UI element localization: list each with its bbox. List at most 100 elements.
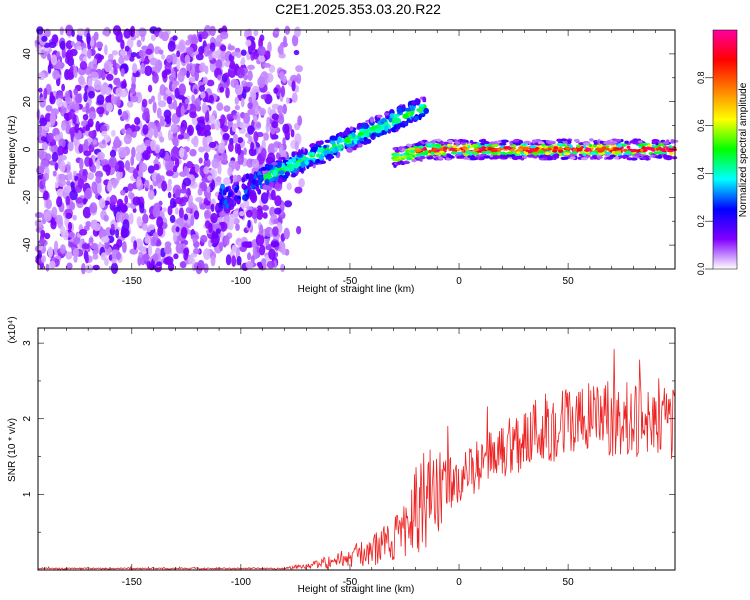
heatmap-cell	[161, 54, 165, 60]
heatmap-cell	[208, 141, 217, 148]
heatmap-cell	[260, 166, 267, 171]
snr-y-tick-label: 3	[22, 340, 33, 346]
heatmap-cell	[203, 46, 210, 57]
heatmap-cell	[138, 50, 147, 58]
heatmap-cell	[273, 176, 279, 182]
heatmap-cell	[484, 143, 488, 148]
heatmap-cell	[173, 80, 180, 86]
heatmap-cell	[222, 189, 227, 196]
snr-x-tick-label: 0	[456, 577, 462, 588]
heatmap-cell	[399, 160, 404, 164]
spectrogram-y-ticks: -40 -20 0 20 40	[22, 29, 675, 270]
heatmap-cell	[44, 28, 51, 38]
heatmap-cell	[351, 131, 356, 138]
heatmap-cell	[49, 112, 56, 125]
heatmap-cell	[50, 145, 59, 154]
heatmap-cell	[249, 190, 254, 197]
heatmap-cell	[105, 227, 112, 236]
heatmap-cell	[56, 51, 61, 58]
heatmap-cell	[122, 241, 127, 253]
heatmap-cell	[438, 156, 443, 160]
heatmap-cell	[77, 177, 85, 189]
heatmap-cell	[291, 151, 296, 158]
heatmap-cell	[332, 147, 336, 153]
heatmap-cell	[563, 152, 571, 156]
snr-x-label: Height of straight line (km)	[298, 584, 415, 595]
heatmap-cell	[491, 152, 498, 156]
heatmap-cell	[531, 139, 537, 143]
heatmap-cell	[260, 192, 269, 204]
heatmap-cell	[384, 125, 389, 132]
heatmap-cell	[622, 155, 627, 159]
heatmap-cell	[237, 143, 242, 156]
heatmap-cell	[44, 210, 52, 222]
heatmap-cell	[558, 149, 564, 153]
heatmap-cell	[191, 94, 196, 104]
heatmap-cell	[646, 144, 653, 148]
heatmap-cell	[84, 189, 92, 200]
heatmap-cell	[59, 40, 66, 50]
heatmap-cell	[211, 50, 220, 59]
heatmap-cell	[98, 197, 106, 209]
heatmap-cell	[176, 50, 181, 58]
heatmap-cell	[401, 155, 408, 159]
heatmap-cell	[138, 27, 147, 37]
heatmap-cell	[96, 106, 105, 115]
heatmap-cell	[78, 144, 83, 154]
heatmap-cell	[663, 154, 667, 158]
snr-frame	[37, 327, 676, 571]
colorbar-label: Normalized spectral amplitude	[738, 82, 749, 217]
heatmap-cell	[141, 98, 148, 108]
heatmap-cell	[220, 44, 227, 52]
heatmap-cell	[110, 223, 115, 231]
heatmap-cell	[344, 136, 351, 144]
heatmap-cell	[615, 138, 621, 143]
heatmap-cell	[200, 234, 208, 243]
heatmap-cell	[38, 148, 45, 160]
heatmap-cell	[272, 170, 278, 177]
heatmap-cell	[509, 142, 513, 146]
heatmap-cell	[563, 140, 568, 144]
heatmap-cell	[62, 148, 69, 155]
heatmap-cell	[221, 125, 229, 133]
heatmap-cell	[173, 253, 179, 260]
heatmap-cell	[219, 211, 225, 218]
heatmap-cell	[82, 197, 87, 205]
heatmap-cell	[281, 246, 286, 255]
heatmap-cell	[153, 163, 160, 171]
heatmap-cell	[393, 164, 397, 168]
heatmap-cell	[159, 84, 166, 96]
heatmap-cell	[178, 83, 186, 96]
heatmap-cell	[210, 203, 215, 212]
heatmap-cell	[447, 155, 454, 159]
spectrogram-y-tick-label: 20	[22, 96, 33, 108]
heatmap-cell	[384, 112, 390, 116]
heatmap-cell	[615, 144, 623, 148]
heatmap-cell	[197, 259, 205, 271]
heatmap-cell	[198, 46, 205, 55]
heatmap-cell	[294, 140, 299, 151]
heatmap-cell	[142, 150, 151, 161]
heatmap-cell	[268, 181, 275, 187]
heatmap-cell	[159, 148, 166, 158]
heatmap-cell	[419, 158, 423, 162]
heatmap-cell	[629, 140, 635, 144]
heatmap-cell	[665, 147, 672, 151]
heatmap-cell	[144, 65, 153, 77]
heatmap-cell	[203, 158, 211, 168]
heatmap-cell	[409, 150, 416, 154]
heatmap-cell	[101, 139, 106, 145]
heatmap-cell	[243, 112, 251, 124]
heatmap-cell	[179, 188, 188, 194]
heatmap-cell	[509, 154, 516, 158]
heatmap-cell	[150, 236, 157, 247]
heatmap-cell	[79, 158, 84, 170]
heatmap-cell	[66, 180, 71, 186]
heatmap-cell	[109, 149, 117, 158]
heatmap-cell	[247, 252, 252, 261]
heatmap-cell	[61, 121, 67, 131]
heatmap-cell	[249, 173, 254, 180]
heatmap-cell	[562, 156, 569, 160]
heatmap-cell	[178, 41, 185, 53]
heatmap-cell	[116, 169, 123, 180]
